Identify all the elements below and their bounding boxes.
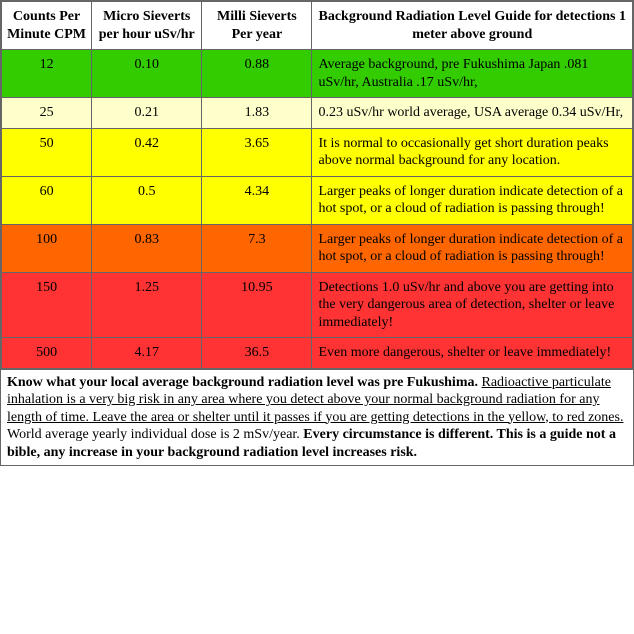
- cell-cpm: 100: [2, 224, 92, 272]
- cell-cpm: 150: [2, 272, 92, 338]
- cell-msv: 1.83: [202, 98, 312, 129]
- cell-msv: 7.3: [202, 224, 312, 272]
- cell-desc: It is normal to occasionally get short d…: [312, 128, 633, 176]
- cell-cpm: 60: [2, 176, 92, 224]
- cell-cpm: 12: [2, 50, 92, 98]
- table-row: 1000.837.3Larger peaks of longer duratio…: [2, 224, 633, 272]
- table-row: 250.211.830.23 uSv/hr world average, USA…: [2, 98, 633, 129]
- table-row: 120.100.88Average background, pre Fukush…: [2, 50, 633, 98]
- cell-usv: 0.10: [92, 50, 202, 98]
- cell-msv: 36.5: [202, 338, 312, 369]
- cell-usv: 0.5: [92, 176, 202, 224]
- cell-msv: 10.95: [202, 272, 312, 338]
- cell-usv: 1.25: [92, 272, 202, 338]
- cell-usv: 0.83: [92, 224, 202, 272]
- table-row: 1501.2510.95Detections 1.0 uSv/hr and ab…: [2, 272, 633, 338]
- cell-desc: Larger peaks of longer duration indicate…: [312, 176, 633, 224]
- cell-cpm: 500: [2, 338, 92, 369]
- cell-msv: 3.65: [202, 128, 312, 176]
- footer-bold-intro: Know what your local average background …: [7, 375, 478, 390]
- cell-usv: 4.17: [92, 338, 202, 369]
- table-header-row: Counts Per Minute CPMMicro Sieverts per …: [2, 2, 633, 50]
- cell-msv: 0.88: [202, 50, 312, 98]
- footer-note: Know what your local average background …: [1, 369, 633, 466]
- table-row: 600.54.34Larger peaks of longer duration…: [2, 176, 633, 224]
- table-row: 5004.1736.5Even more dangerous, shelter …: [2, 338, 633, 369]
- col-header-2: Milli Sieverts Per year: [202, 2, 312, 50]
- cell-cpm: 25: [2, 98, 92, 129]
- cell-desc: Larger peaks of longer duration indicate…: [312, 224, 633, 272]
- cell-cpm: 50: [2, 128, 92, 176]
- radiation-guide-table: Counts Per Minute CPMMicro Sieverts per …: [0, 0, 634, 466]
- data-table: Counts Per Minute CPMMicro Sieverts per …: [1, 1, 633, 369]
- cell-desc: Detections 1.0 uSv/hr and above you are …: [312, 272, 633, 338]
- col-header-1: Micro Sieverts per hour uSv/hr: [92, 2, 202, 50]
- cell-usv: 0.21: [92, 98, 202, 129]
- cell-msv: 4.34: [202, 176, 312, 224]
- cell-desc: 0.23 uSv/hr world average, USA average 0…: [312, 98, 633, 129]
- cell-desc: Average background, pre Fukushima Japan …: [312, 50, 633, 98]
- cell-usv: 0.42: [92, 128, 202, 176]
- col-header-3: Background Radiation Level Guide for det…: [312, 2, 633, 50]
- footer-mid: World average yearly individual dose is …: [7, 427, 303, 442]
- cell-desc: Even more dangerous, shelter or leave im…: [312, 338, 633, 369]
- table-row: 500.423.65It is normal to occasionally g…: [2, 128, 633, 176]
- col-header-0: Counts Per Minute CPM: [2, 2, 92, 50]
